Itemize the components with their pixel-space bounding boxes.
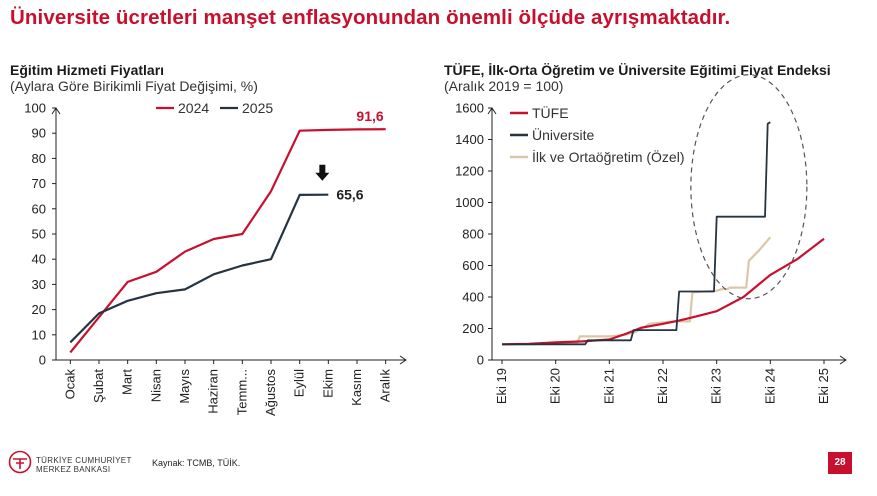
left-x-axis-arrow [399,355,407,365]
down-arrow-icon [315,164,330,181]
left-legend-label-2025: 2025 [242,100,273,116]
right-x-tick-label: Eki 24 [762,368,777,404]
left-x-tick-label: Temm... [234,369,249,415]
right-y-tick-label: 1600 [455,101,484,116]
left-x-tick-label: Haziran [206,369,221,414]
right-x-tick-label: Eki 23 [709,368,724,404]
left-y-tick-label: 20 [32,302,46,317]
page-number: 28 [828,452,852,474]
right-x-tick-label: Eki 22 [655,368,670,404]
right-y-tick-label: 1200 [455,164,484,179]
left-x-tick-label: Mart [120,369,135,395]
left-x-tick-label: Kasım [349,369,364,406]
left-y-tick-label: 90 [32,126,46,141]
left-y-tick-label: 60 [32,201,46,216]
right-series-line-İlk ve Ortaöğretim (Özel) [502,236,772,346]
left-series-line-2025 [69,193,329,344]
left-x-tick-label: Şubat [91,369,106,403]
left-x-tick-label: Ocak [62,369,77,400]
left-y-tick-label: 30 [32,277,46,292]
left-legend-label-2024: 2024 [178,100,209,116]
right-y-tick-label: 600 [462,258,484,273]
left-x-tick-label: Eylül [292,369,307,397]
brand-line-2: MERKEZ BANKASI [36,465,111,474]
right-chart-subtitle: (Aralık 2019 = 100) [444,78,564,94]
right-series-line-TÜFE [501,237,825,346]
right-y-tick-label: 0 [477,353,484,368]
brand-line-1: TÜRKİYE CUMHURİYET [36,456,132,465]
left-chart-title: Eğitim Hizmeti Fiyatları [10,62,165,78]
right-y-tick-label: 800 [462,227,484,242]
right-legend-label-Üniversite: Üniversite [532,126,594,143]
left-y-tick-label: 0 [39,353,46,368]
right-x-tick-label: Eki 21 [601,368,616,404]
right-chart-title: TÜFE, İlk-Orta Öğretim ve Üniversite Eği… [444,62,831,78]
right-x-tick-label: Eki 20 [548,368,563,404]
left-chart-subtitle: (Aylara Göre Birikimli Fiyat Değişimi, %… [10,78,258,94]
right-legend-label-İlk ve Ortaöğretim (Özel): İlk ve Ortaöğretim (Özel) [532,148,684,165]
left-y-tick-label: 80 [32,151,46,166]
source-note: Kaynak: TCMB, TÜİK. [152,458,241,468]
cbrt-logo [8,450,32,474]
left-y-tick-label: 100 [24,101,46,116]
right-y-tick-label: 1000 [455,195,484,210]
right-x-axis-arrow [839,355,847,365]
right-x-tick-label: Eki 19 [494,368,509,404]
left-x-tick-label: Mayıs [177,369,192,404]
left-y-tick-label: 70 [32,176,46,191]
left-annotation-2025: 65,6 [336,187,363,203]
left-series-line-2024 [69,128,386,354]
left-x-tick-label: Nisan [148,369,163,402]
left-x-tick-label: Ekim [320,369,335,398]
left-x-tick-label: Aralık [378,369,393,403]
right-legend-label-TÜFE: TÜFE [532,104,569,121]
left-y-tick-label: 40 [32,252,46,267]
left-y-tick-label: 50 [32,227,46,242]
left-x-tick-label: Ağustos [263,369,278,416]
right-y-tick-label: 400 [462,290,484,305]
left-annotation-2024: 91,6 [356,108,383,124]
brand-text: TÜRKİYE CUMHURİYET MERKEZ BANKASI [36,456,132,474]
right-y-tick-label: 200 [462,321,484,336]
slide-title: Üniversite ücretleri manşet enflasyonund… [10,6,731,29]
right-y-tick-label: 1400 [455,132,484,147]
highlight-ellipse [690,74,808,300]
left-y-tick-label: 10 [32,327,46,342]
right-x-tick-label: Eki 25 [816,368,831,404]
right-series-line-Üniversite [502,121,771,346]
